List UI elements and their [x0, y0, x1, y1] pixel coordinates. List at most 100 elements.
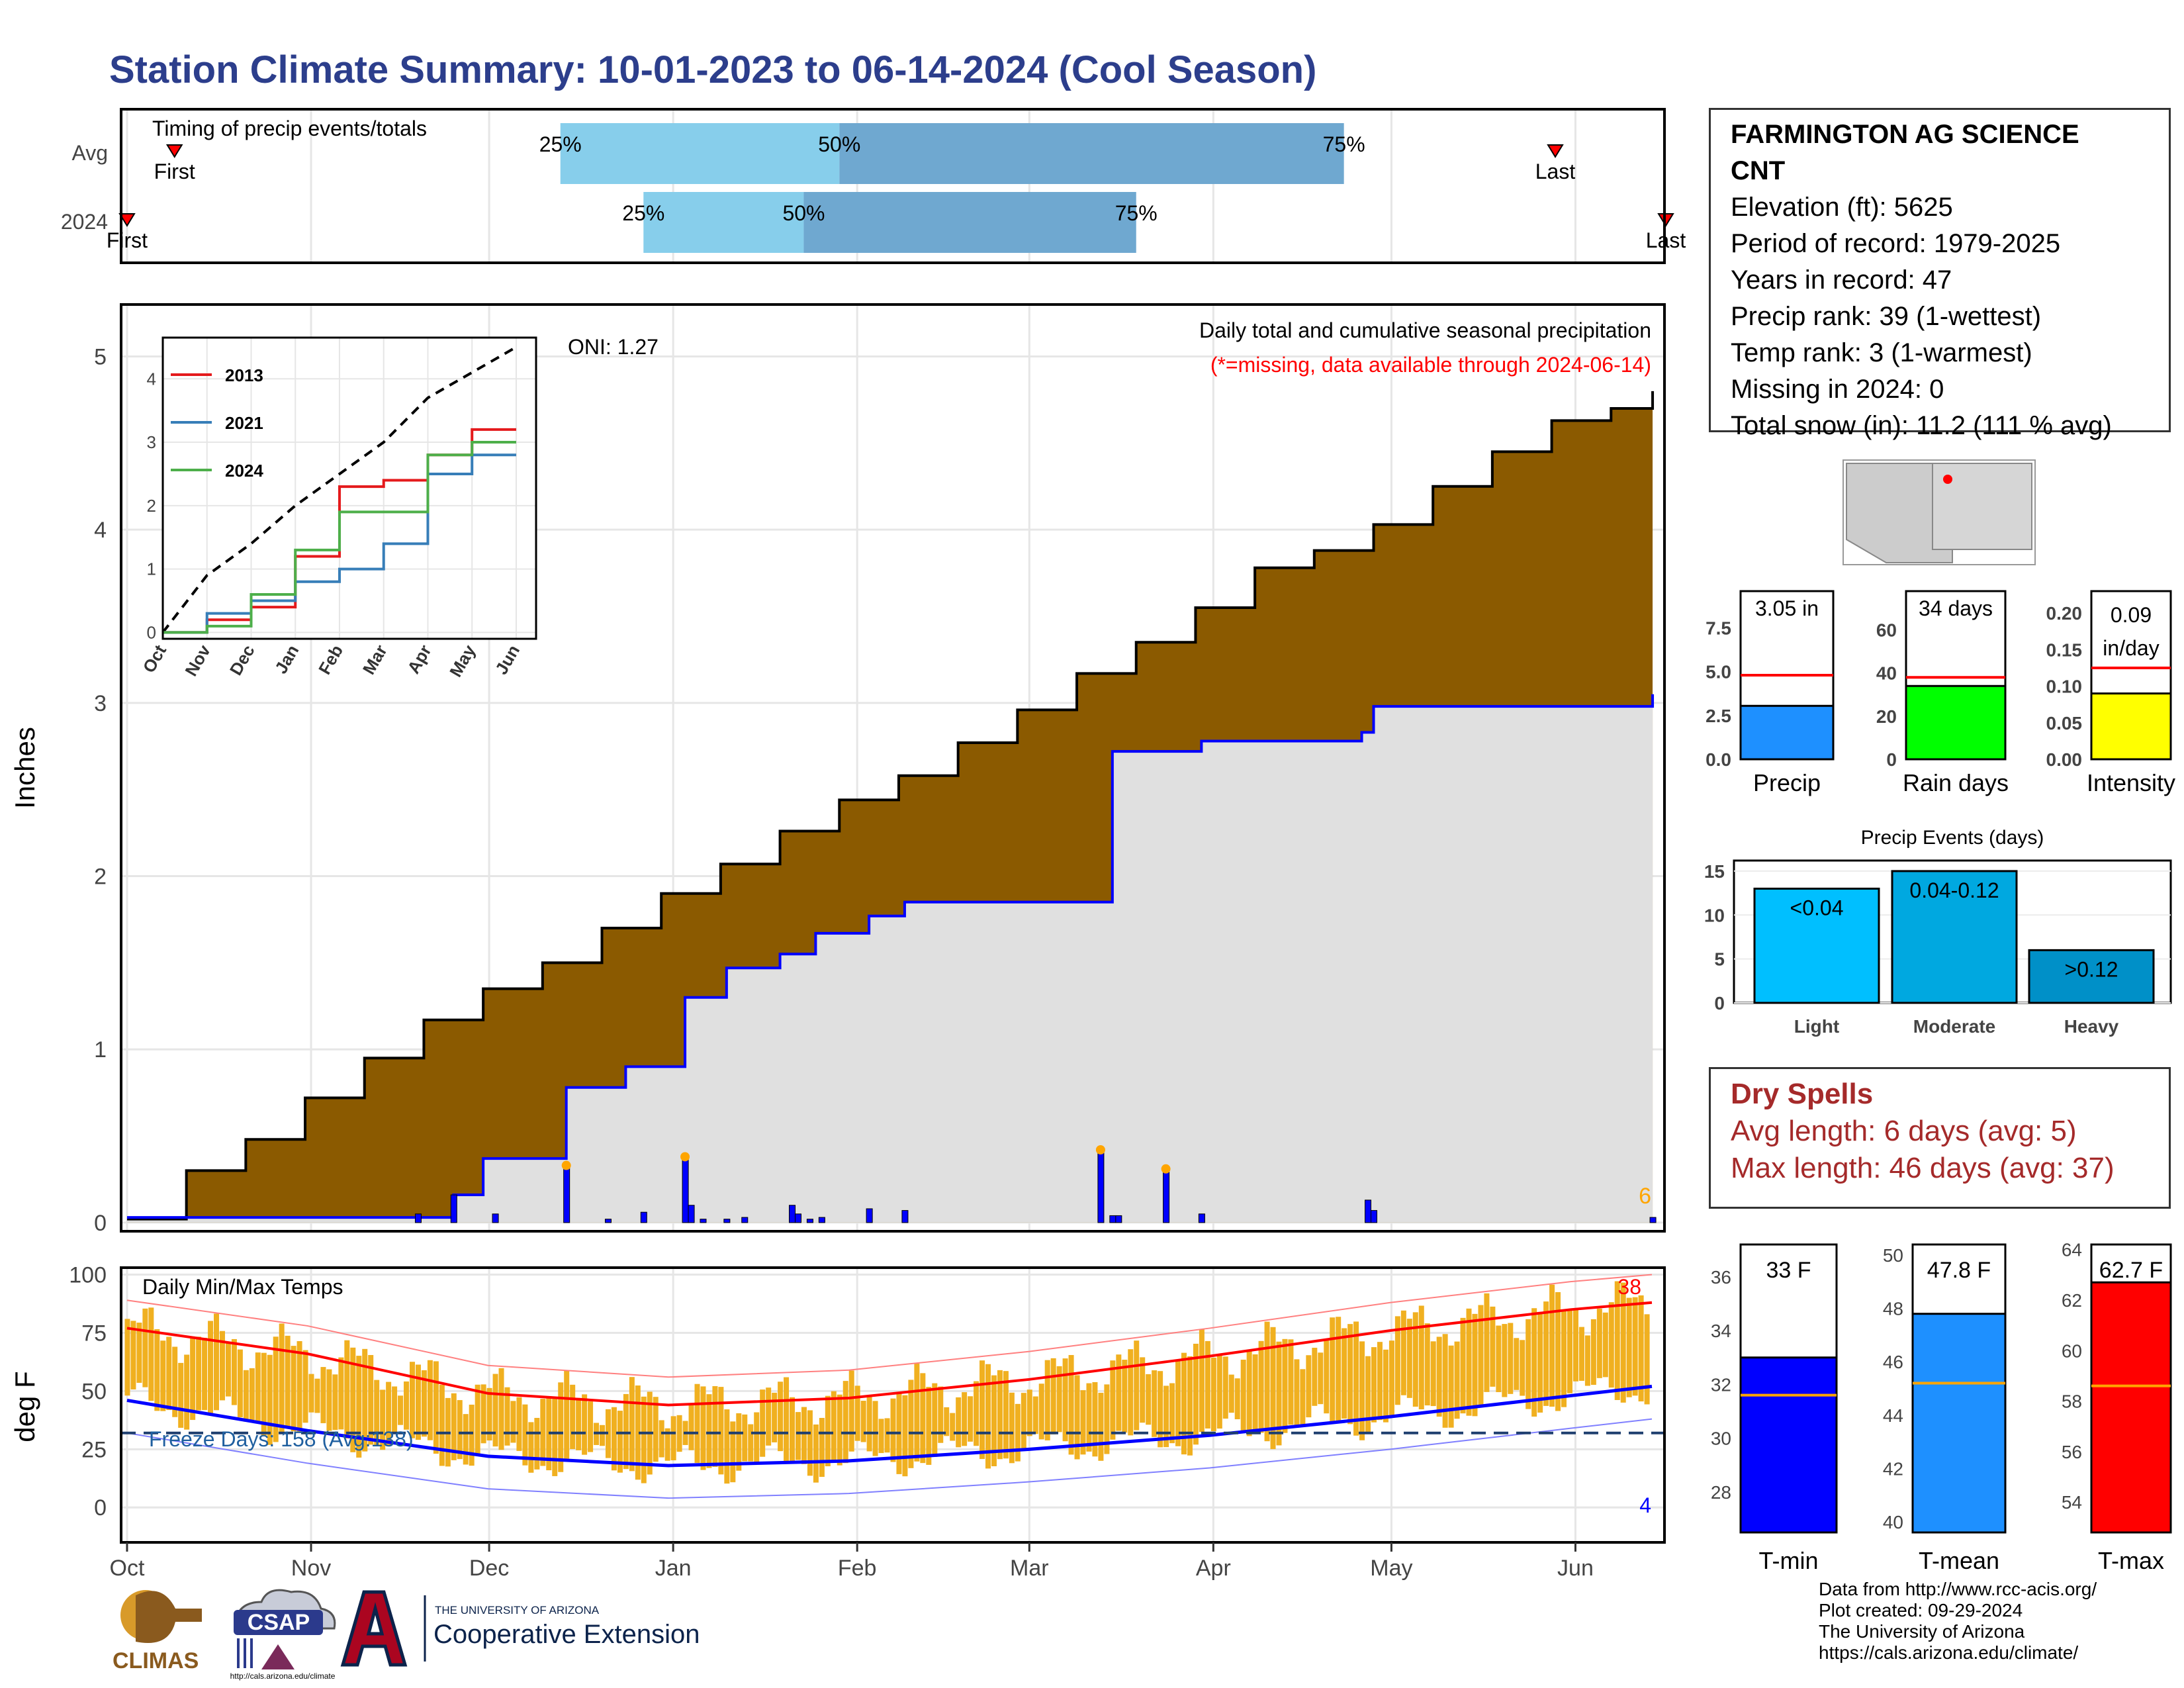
daily-temp-range-bar [1466, 1308, 1472, 1416]
temp-ytick-label: 100 [69, 1263, 107, 1288]
totals-category-label: Rain days [1903, 769, 2009, 796]
daily-temp-range-bar [1258, 1340, 1264, 1433]
inset-border [161, 336, 537, 640]
daily-temp-range-bar [831, 1391, 837, 1463]
daily-temp-range-bar [902, 1395, 908, 1477]
season-cumulative-area [126, 694, 1653, 1223]
daily-temp-range-bar [380, 1389, 386, 1450]
tmeans-ytick-label: 36 [1711, 1267, 1731, 1288]
daily-temp-range-bar [854, 1385, 860, 1441]
daily-temp-range-bar [736, 1413, 742, 1471]
daily-temp-range-bar [1140, 1357, 1146, 1423]
daily-temp-range-bar [368, 1354, 374, 1445]
totals-value-label: 0.09 [2111, 603, 2152, 627]
inset-series-line-2021 [163, 453, 516, 634]
tmeans-ytick-label: 40 [1883, 1512, 1903, 1532]
totals-ytick-label: 0.00 [2046, 749, 2083, 770]
daily-temp-range-bar [392, 1386, 398, 1432]
daily-temp-range-bar [498, 1368, 504, 1450]
daily-temp-range-bar [404, 1381, 410, 1430]
daily-temp-range-bar [124, 1319, 130, 1396]
dry-spells-avg: Avg length: 6 days (avg: 5) [1731, 1115, 2077, 1147]
daily-temp-range-bar [1240, 1360, 1246, 1432]
station-info-box: FARMINGTON AG SCIENCE CNT Elevation (ft)… [1709, 108, 2171, 440]
daily-temp-range-bar [308, 1374, 314, 1413]
daily-temp-range-bar [706, 1394, 712, 1468]
svg-text:CSAP: CSAP [248, 1610, 310, 1635]
footer-data-source: Data from http://www.rcc-acis.org/ [1819, 1579, 2097, 1599]
daily-temp-range-bar [1104, 1384, 1110, 1454]
daily-temp-range-bar [1181, 1352, 1187, 1455]
daily-temp-range-bar [1318, 1352, 1324, 1405]
large-event-marker [1095, 1145, 1105, 1155]
events-ytick-label: 0 [1714, 993, 1725, 1013]
daily-temp-range-bar [433, 1361, 439, 1454]
daily-temp-range-bar [1644, 1314, 1650, 1405]
timing-spacer [0, 107, 120, 118]
totals-value-label: 3.05 in [1755, 596, 1819, 620]
daily-temp-range-bar [130, 1321, 136, 1389]
daily-temp-range-bar [950, 1413, 956, 1441]
daily-temp-range-bar [1620, 1282, 1626, 1403]
station-precip-rank: Precip rank: 39 (1-wettest) [1731, 302, 2042, 331]
daily-precip-bar [414, 1213, 422, 1223]
daily-temp-range-bar [415, 1364, 421, 1440]
daily-temp-range-bar [1502, 1324, 1508, 1397]
daily-temp-range-bar [617, 1411, 623, 1473]
daily-temp-range-bar [1549, 1284, 1555, 1407]
station-location-marker [1943, 475, 1952, 484]
daily-temp-range-bar [1543, 1301, 1549, 1406]
footer-credits: Data from http://www.rcc-acis.org/ Plot … [1819, 1579, 2097, 1664]
daily-temp-range-bar [576, 1397, 582, 1450]
daily-temp-range-bar [190, 1336, 196, 1421]
daily-precip-bar [1649, 1217, 1657, 1223]
temp-corner-bottom: 4 [1639, 1493, 1651, 1517]
daily-precip-bar [723, 1219, 731, 1223]
daily-temp-range-bar [795, 1412, 801, 1460]
inset-ytick-label: 4 [147, 369, 156, 389]
daily-temp-range-bar [1210, 1357, 1216, 1432]
totals-ytick-label: 7.5 [1706, 618, 1731, 639]
daily-temp-range-bar [1294, 1359, 1300, 1426]
daily-temp-range-bar [344, 1340, 350, 1439]
daily-temp-range-bar [582, 1394, 588, 1455]
tmeans-value-label: 47.8 F [1927, 1258, 1991, 1283]
timing-range-bar-upper [839, 123, 1344, 184]
daily-temp-range-bar [1472, 1313, 1478, 1417]
daily-temp-range-bar [486, 1387, 492, 1441]
daily-temp-range-bar [1353, 1321, 1359, 1436]
daily-temp-range-bar [1015, 1403, 1021, 1462]
large-event-marker [561, 1160, 571, 1170]
daily-temp-range-bar [350, 1347, 356, 1452]
events-bar-light [1753, 887, 1880, 1004]
totals-category-label: Precip [1753, 769, 1821, 796]
daily-temp-range-bar [504, 1387, 510, 1446]
daily-temp-range-bar [718, 1387, 724, 1475]
station-years: Years in record: 47 [1731, 265, 1952, 295]
daily-temp-range-bar [1371, 1347, 1377, 1423]
precip-ytick-label: 5 [94, 345, 107, 370]
season-cumulative-line [126, 694, 1655, 1219]
inset-ytick-label: 3 [147, 432, 156, 452]
month-tick-label: Apr [1196, 1556, 1231, 1581]
daily-temp-range-bar [1158, 1371, 1163, 1448]
daily-temp-range-bar [600, 1425, 606, 1446]
daily-precip-bar [866, 1208, 873, 1223]
tmeans-ytick-label: 46 [1883, 1352, 1903, 1372]
daily-temp-range-bar [730, 1421, 736, 1483]
daily-temp-range-bar [1496, 1325, 1502, 1393]
daily-temp-range-bar [1050, 1358, 1056, 1434]
temp-border [120, 1266, 1666, 1544]
totals-ytick-label: 0 [1886, 749, 1897, 770]
timing-panel-label: Timing of precip events/totals [152, 117, 427, 140]
daily-temp-range-bar [837, 1394, 842, 1466]
totals-bar-2 [2090, 692, 2172, 761]
daily-temp-range-bar [1561, 1309, 1567, 1407]
temp-means-panels: 28 30 32 34 36 33 F T-min 40 42 44 46 48 50 47.8 F T-m… [1711, 1240, 2172, 1574]
daily-temp-range-bar [842, 1381, 848, 1464]
daily-temp-range-bar [1246, 1350, 1252, 1436]
daily-temp-range-bar [1175, 1360, 1181, 1446]
svg-text:CLIMAS: CLIMAS [113, 1648, 199, 1673]
events-category-label: Light [1794, 1016, 1839, 1037]
totals-ytick-label: 0.15 [2046, 639, 2083, 660]
